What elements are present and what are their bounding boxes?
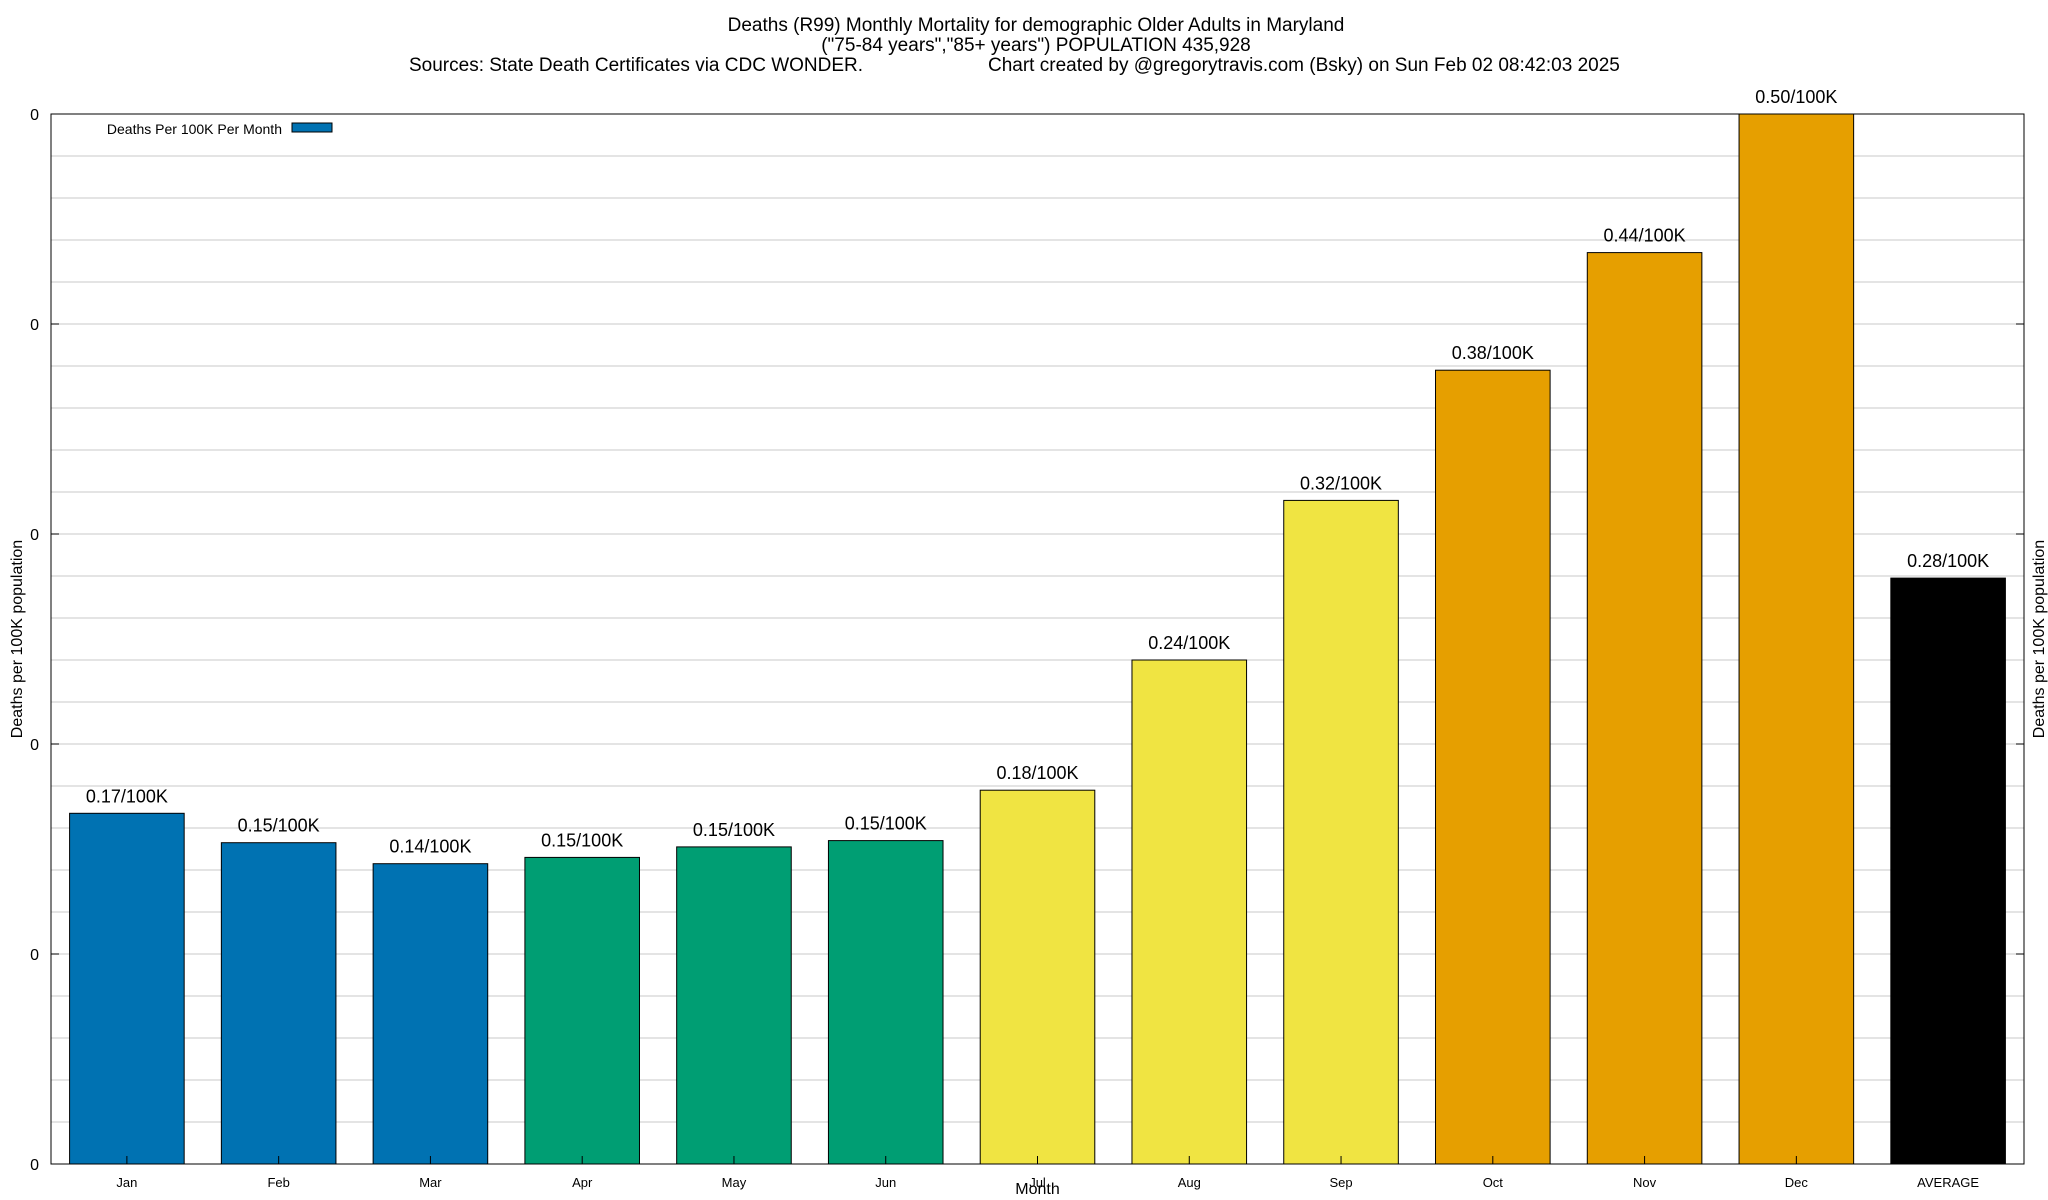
x-tick-label: Jul bbox=[1029, 1175, 1046, 1190]
x-tick-label: Sep bbox=[1329, 1175, 1352, 1190]
data-label: 0.32/100K bbox=[1300, 473, 1382, 493]
x-tick-label: AVERAGE bbox=[1917, 1175, 1979, 1190]
chart-subtitle: ("75-84 years","85+ years") POPULATION 4… bbox=[821, 35, 1251, 56]
chart-sources: Sources: State Death Certificates via CD… bbox=[409, 55, 863, 76]
x-axis-label: Month bbox=[1015, 1181, 1059, 1198]
bar-jan bbox=[69, 812, 185, 1165]
y-tick-label: 0 bbox=[30, 737, 39, 754]
bar-nov bbox=[1586, 252, 1703, 1165]
legend: Deaths Per 100K Per Month bbox=[107, 121, 333, 137]
data-labels: 0.17/100K 0.15/100K 0.14/100K 0.15/100K 0.15… bbox=[86, 87, 1989, 857]
bar-oct bbox=[1435, 369, 1551, 1165]
bar-aug bbox=[1131, 659, 1248, 1165]
bar-apr bbox=[524, 856, 640, 1165]
y-tick-label: 0 bbox=[30, 317, 39, 334]
x-tick-label: Oct bbox=[1483, 1175, 1504, 1190]
x-tick-label: Nov bbox=[1633, 1175, 1657, 1190]
data-label: 0.15/100K bbox=[541, 830, 623, 850]
data-label: 0.50/100K bbox=[1755, 87, 1837, 107]
legend-swatch bbox=[291, 122, 333, 133]
bar-mar bbox=[372, 863, 489, 1165]
x-tick-label: Feb bbox=[267, 1175, 289, 1190]
bar-jun bbox=[827, 840, 944, 1165]
y-tick-label: 0 bbox=[30, 527, 39, 544]
data-label: 0.15/100K bbox=[238, 816, 320, 836]
x-tick-label: May bbox=[722, 1175, 747, 1190]
bar-feb bbox=[220, 842, 337, 1165]
data-label: 0.24/100K bbox=[1148, 633, 1230, 653]
y2-axis-label: Deaths per 100K population bbox=[2031, 540, 2048, 738]
y-tick-label: 0 bbox=[30, 1157, 39, 1174]
data-label: 0.44/100K bbox=[1604, 226, 1686, 246]
x-tick-label: Jan bbox=[116, 1175, 137, 1190]
bar-may bbox=[676, 846, 792, 1165]
chart-title: Deaths (R99) Monthly Mortality for demog… bbox=[728, 15, 1345, 36]
x-tick-label: Jun bbox=[875, 1175, 896, 1190]
y-axis-label: Deaths per 100K population bbox=[9, 540, 26, 738]
bar-dec bbox=[1738, 113, 1855, 1165]
data-label: 0.18/100K bbox=[996, 763, 1078, 783]
data-label: 0.15/100K bbox=[845, 814, 927, 834]
y-tick-label: 0 bbox=[30, 947, 39, 964]
bars bbox=[69, 113, 2006, 1165]
data-label: 0.17/100K bbox=[86, 786, 168, 806]
data-label: 0.28/100K bbox=[1907, 551, 1989, 571]
x-axis-ticks: Jan Feb Mar Apr May Jun Jul Aug Sep Oct Nov Dec AVER… bbox=[116, 1156, 1979, 1190]
data-label: 0.14/100K bbox=[389, 837, 471, 857]
data-label: 0.15/100K bbox=[693, 820, 775, 840]
y-axis-ticks: 0 0 0 0 0 0 bbox=[30, 107, 2024, 1174]
legend-label: Deaths Per 100K Per Month bbox=[107, 121, 282, 137]
x-tick-label: Mar bbox=[419, 1175, 442, 1190]
x-tick-label: Aug bbox=[1178, 1175, 1201, 1190]
chart-credit: Chart created by @gregorytravis.com (Bsk… bbox=[988, 55, 1620, 76]
data-label: 0.38/100K bbox=[1452, 343, 1534, 363]
x-tick-label: Apr bbox=[572, 1175, 593, 1190]
x-tick-label: Dec bbox=[1785, 1175, 1809, 1190]
bar-average bbox=[1890, 577, 2006, 1165]
bar-jul bbox=[979, 789, 1096, 1165]
bar-sep bbox=[1283, 499, 1399, 1165]
y-tick-label: 0 bbox=[30, 107, 39, 124]
